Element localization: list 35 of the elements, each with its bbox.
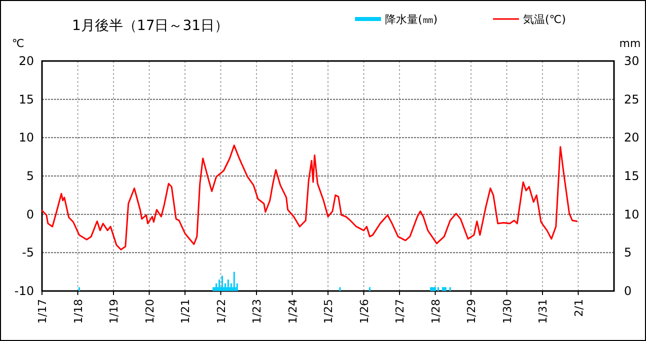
y-axis-title: ℃ xyxy=(12,37,24,50)
y2-tick-label: 20 xyxy=(624,130,640,145)
x-tick-label: 1/22 xyxy=(214,299,228,324)
y-tick-label: 10 xyxy=(18,130,34,145)
y-tick-label: -5 xyxy=(22,246,34,260)
x-tick-label: 1/27 xyxy=(394,299,406,324)
x-tick-label: 1/31 xyxy=(536,299,550,324)
x-tick-label: 1/18 xyxy=(72,299,85,324)
x-tick-label: 1/23 xyxy=(250,299,264,324)
y2-tick-label: 25 xyxy=(624,92,640,106)
x-tick-label: 1/25 xyxy=(322,299,335,324)
y2-tick-label: 15 xyxy=(624,169,640,183)
y2-axis-title: mm xyxy=(619,37,641,50)
y2-tick-label: 5 xyxy=(624,246,632,260)
x-tick-label: 1/20 xyxy=(143,299,156,324)
x-tick-label: 1/26 xyxy=(358,299,371,324)
y2-tick-label: 0 xyxy=(624,284,632,298)
chart-title: 1月後半（17日～31日） xyxy=(72,18,229,34)
y2-tick-label: 30 xyxy=(624,54,640,68)
x-tick-label: 1/21 xyxy=(179,299,192,324)
y-tick-label: 15 xyxy=(18,92,34,106)
legend-label: 気温(℃) xyxy=(523,13,566,26)
x-tick-label: 1/19 xyxy=(108,299,120,324)
x-tick-label: 1/28 xyxy=(429,299,442,324)
y-tick-label: 5 xyxy=(26,169,34,183)
y-tick-label: 20 xyxy=(18,54,34,68)
x-tick-label: 2/1 xyxy=(572,299,586,317)
y-tick-label: -10 xyxy=(14,284,34,298)
x-tick-label: 1/17 xyxy=(36,299,49,324)
legend-label: 降水量(㎜) xyxy=(385,13,438,26)
y-tick-label: 0 xyxy=(26,207,34,222)
y2-tick-label: 10 xyxy=(624,207,640,222)
x-tick-label: 1/24 xyxy=(286,299,300,324)
x-tick-label: 1/29 xyxy=(465,299,478,324)
x-tick-label: 1/30 xyxy=(500,299,514,324)
